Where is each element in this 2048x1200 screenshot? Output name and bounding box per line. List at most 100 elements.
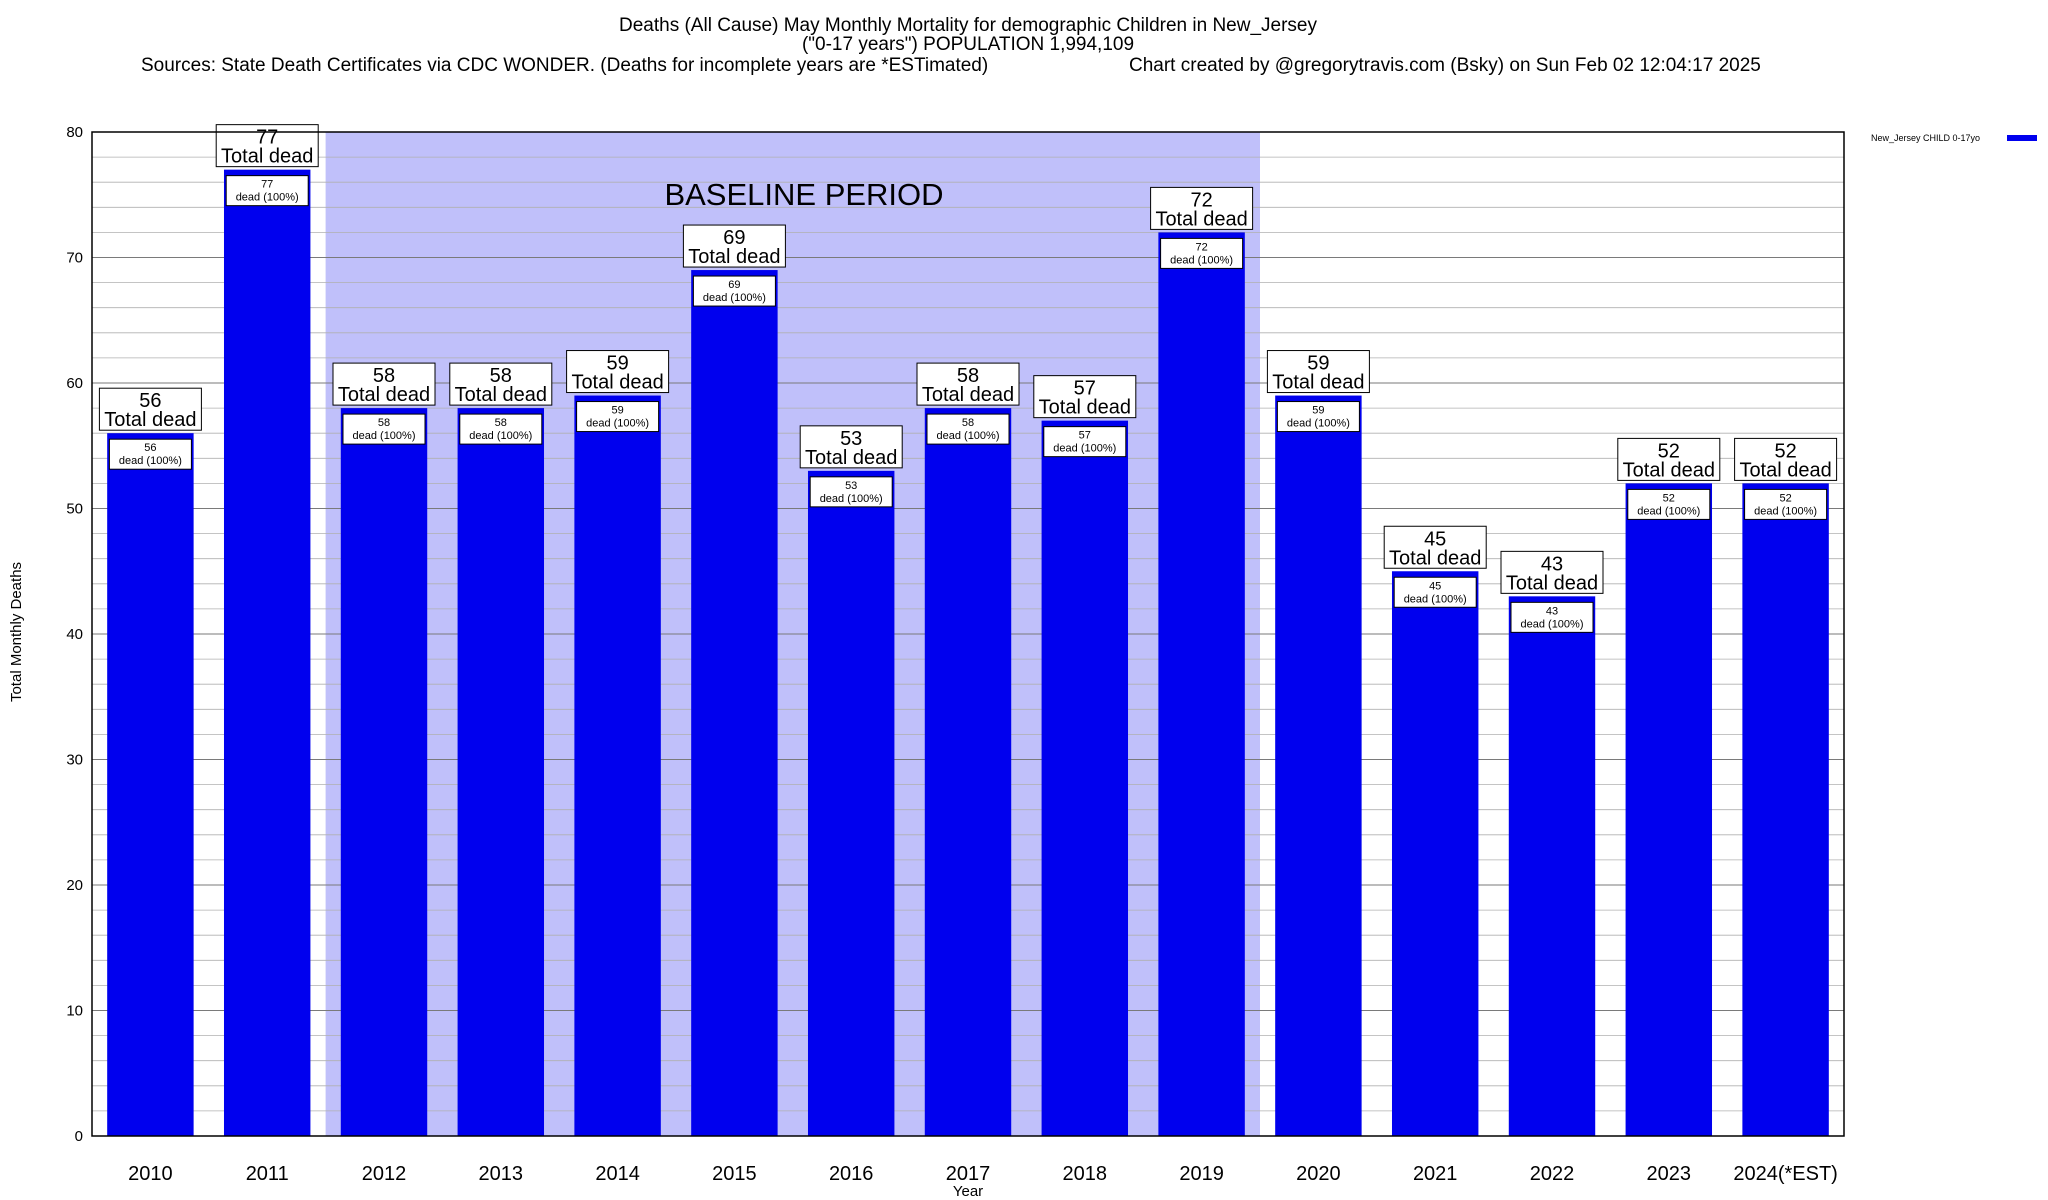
bar — [691, 270, 778, 1136]
bar-inner-value: 72 — [1195, 241, 1207, 253]
x-tick-label: 2019 — [1179, 1163, 1224, 1185]
bar-total-value: 69 — [723, 227, 745, 249]
bar-total-label-box — [449, 362, 553, 406]
bar — [340, 408, 428, 1137]
bar-total-value: 58 — [957, 365, 979, 387]
y-tick-label: 70 — [66, 250, 83, 267]
baseline-label: BASELINE PERIOD — [664, 177, 943, 212]
bar-inner-value: 69 — [728, 279, 740, 291]
bar-total-label-box — [799, 425, 903, 469]
bar-inner-percent: dead (100%) — [1170, 254, 1233, 266]
x-axis-label: Year — [953, 1183, 983, 1200]
bar-inner-percent: dead (100%) — [937, 430, 1000, 442]
bar-inner-value: 45 — [1429, 580, 1441, 592]
bar-total-label-box — [1617, 437, 1721, 481]
bar-inner-label-box — [459, 413, 543, 445]
bar-inner-value: 77 — [261, 179, 273, 191]
bar-total-label: Total dead — [1506, 572, 1598, 594]
bar — [107, 433, 194, 1136]
x-tick-label: 2020 — [1296, 1163, 1341, 1185]
bar-inner-label-box — [342, 413, 426, 445]
bar-total-value: 43 — [1541, 553, 1563, 575]
bar-total-label-box — [682, 224, 786, 268]
bar-inner-label-box — [1393, 576, 1477, 608]
bar-total-value: 58 — [490, 365, 512, 387]
bar-inner-percent: dead (100%) — [1404, 593, 1467, 605]
bar-total-label-box — [332, 362, 436, 406]
y-tick-label: 20 — [66, 877, 83, 894]
x-tick-label: 2016 — [829, 1163, 874, 1185]
x-tick-label: 2017 — [946, 1163, 991, 1185]
bar-total-label: Total dead — [338, 384, 430, 406]
bar-inner-percent: dead (100%) — [119, 455, 182, 467]
x-tick-label: 2011 — [246, 1163, 289, 1185]
x-tick-label: 2024(*EST) — [1733, 1163, 1838, 1185]
x-tick-label: 2021 — [1413, 1163, 1458, 1185]
bar-inner-percent: dead (100%) — [820, 493, 883, 505]
bar-inner-label-box — [1160, 237, 1244, 269]
bar-total-label-box — [1734, 437, 1838, 481]
bar-inner-label-box — [1510, 601, 1594, 633]
bar-total-label: Total dead — [1389, 547, 1481, 569]
bar-inner-label-box — [576, 401, 660, 433]
bar-inner-label-box — [1744, 488, 1828, 520]
bar-total-label: Total dead — [688, 246, 780, 268]
bar-inner-value: 58 — [962, 417, 974, 429]
bar-inner-label-box — [809, 476, 893, 508]
bar-total-label-box — [1500, 550, 1604, 594]
bar-total-label-box — [566, 350, 670, 394]
bar-inner-label-box — [1043, 426, 1127, 458]
bar — [807, 470, 895, 1137]
legend-swatch — [2007, 135, 2037, 141]
bar — [574, 395, 661, 1136]
bar-inner-label-box — [692, 275, 776, 307]
bar — [1391, 571, 1479, 1136]
bar-total-label-box — [1150, 186, 1254, 230]
bar-total-label: Total dead — [221, 146, 313, 168]
bar-total-label-box — [1266, 350, 1370, 394]
bar-total-label: Total dead — [805, 447, 897, 469]
bar-total-value: 52 — [1774, 440, 1796, 462]
bar-inner-percent: dead (100%) — [353, 430, 416, 442]
bar-inner-value: 58 — [378, 417, 390, 429]
x-tick-label: 2023 — [1647, 1163, 1692, 1185]
bar — [1041, 420, 1129, 1136]
y-tick-label: 80 — [66, 124, 83, 141]
bar — [1742, 483, 1829, 1136]
bar — [1625, 483, 1713, 1136]
bar-inner-label-box — [1276, 401, 1360, 433]
bar-total-label: Total dead — [1272, 372, 1364, 394]
bar-inner-value: 52 — [1779, 492, 1791, 504]
bar-total-value: 58 — [373, 365, 395, 387]
bar-inner-label-box — [926, 413, 1010, 445]
y-tick-label: 60 — [66, 375, 83, 392]
bar-inner-label-box — [108, 438, 192, 470]
bar-inner-percent: dead (100%) — [703, 292, 766, 304]
bar-inner-value: 58 — [495, 417, 507, 429]
bar-total-value: 52 — [1658, 440, 1680, 462]
bar-inner-value: 57 — [1079, 430, 1091, 442]
bar-inner-value: 53 — [845, 480, 857, 492]
bar-total-value: 59 — [1307, 353, 1329, 375]
bar-total-label: Total dead — [104, 409, 196, 431]
bar-inner-value: 43 — [1546, 605, 1558, 617]
y-axis-label: Total Monthly Deaths — [8, 562, 25, 702]
x-tick-label: 2012 — [362, 1163, 407, 1185]
chart-sources: Sources: State Death Certificates via CD… — [141, 55, 988, 76]
bar-total-value: 56 — [139, 390, 161, 412]
bar-total-label-box — [1383, 525, 1487, 569]
legend-label: New_Jersey CHILD 0-17yo — [1871, 133, 1980, 143]
bar-inner-label-box — [1627, 488, 1711, 520]
plot-frame — [91, 131, 1845, 1137]
x-tick-label: 2022 — [1530, 1163, 1575, 1185]
bar-inner-value: 59 — [1312, 405, 1324, 417]
x-tick-label: 2018 — [1063, 1163, 1108, 1185]
bar-inner-percent: dead (100%) — [1053, 443, 1116, 455]
bar-total-label-box — [1033, 375, 1137, 419]
bar-total-label: Total dead — [455, 384, 547, 406]
bar-total-label: Total dead — [922, 384, 1014, 406]
bar-total-value: 53 — [840, 428, 862, 450]
bar — [223, 169, 311, 1136]
bar-inner-percent: dead (100%) — [1287, 418, 1350, 430]
